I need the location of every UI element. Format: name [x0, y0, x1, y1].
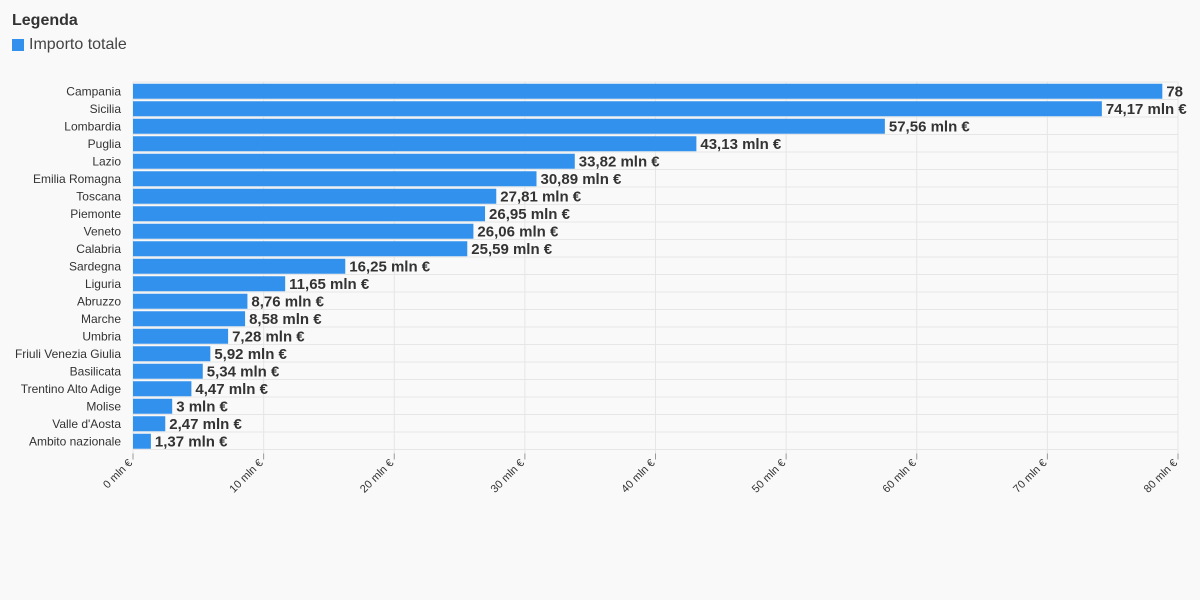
value-label: 43,13 mln € — [700, 136, 782, 153]
value-label: 11,65 mln € — [289, 276, 370, 293]
value-label: 16,25 mln € — [349, 258, 431, 275]
legend-item-label: Importo totale — [29, 36, 127, 53]
bar — [133, 118, 885, 134]
value-label: 8,58 mln € — [249, 311, 322, 328]
value-label: 1,37 mln € — [155, 433, 228, 450]
bar — [133, 276, 286, 292]
bar — [133, 136, 697, 152]
value-label: 3 mln € — [176, 398, 228, 415]
category-label: Piemonte — [70, 207, 121, 221]
bar — [133, 416, 166, 432]
category-label: Puglia — [88, 137, 122, 151]
value-label: 25,59 mln € — [471, 241, 553, 258]
value-label: 33,82 mln € — [579, 153, 661, 170]
bar — [133, 206, 486, 222]
bar — [133, 241, 468, 257]
category-label: Toscana — [76, 189, 121, 203]
bar — [133, 223, 474, 239]
category-label: Veneto — [84, 224, 122, 238]
tick-label: 0 mln € — [101, 457, 135, 491]
bar — [133, 83, 1163, 99]
value-label: 78 — [1166, 83, 1183, 100]
category-labels: Campania Sicilia Lombardia Puglia Lazio Emili… — [15, 84, 121, 448]
tick-label: 60 mln € — [881, 457, 919, 495]
bar — [133, 433, 151, 449]
category-label: Abruzzo — [77, 294, 121, 308]
value-label: 30,89 mln € — [541, 171, 623, 188]
value-label: 5,34 mln € — [207, 363, 280, 380]
tick-label: 70 mln € — [1011, 457, 1049, 495]
category-label: Lombardia — [64, 119, 121, 133]
value-label: 5,92 mln € — [214, 346, 287, 363]
legend-title: Legenda — [12, 12, 78, 29]
value-label: 26,06 mln € — [477, 223, 559, 240]
tick-label: 30 mln € — [489, 457, 527, 495]
category-label: Campania — [66, 84, 121, 98]
category-label: Emilia Romagna — [33, 172, 121, 186]
bar — [133, 363, 203, 379]
value-label: 2,47 mln € — [169, 416, 242, 433]
bar — [133, 311, 246, 327]
bar — [133, 258, 346, 274]
value-label: 27,81 mln € — [500, 188, 582, 205]
bar — [133, 293, 248, 309]
bars — [133, 83, 1163, 449]
legend-swatch — [12, 39, 24, 51]
category-label: Lazio — [92, 154, 121, 168]
category-label: Umbria — [82, 329, 121, 343]
value-label: 8,76 mln € — [251, 293, 324, 310]
tick-label: 40 mln € — [619, 457, 657, 495]
tick-label: 10 mln € — [227, 457, 265, 495]
tick-label: 20 mln € — [358, 457, 396, 495]
category-label: Valle d'Aosta — [52, 417, 121, 431]
category-label: Molise — [86, 399, 121, 413]
legend-item[interactable]: Importo totale — [12, 36, 127, 54]
value-label: 4,47 mln € — [195, 381, 268, 398]
category-label: Ambito nazionale — [29, 434, 121, 448]
bar — [133, 101, 1102, 117]
bar — [133, 346, 211, 362]
category-label: Sardegna — [69, 259, 121, 273]
category-label: Marche — [81, 312, 121, 326]
category-label: Sicilia — [90, 102, 122, 116]
bar — [133, 328, 229, 344]
tick-label: 80 mln € — [1142, 457, 1180, 495]
category-label: Liguria — [85, 277, 121, 291]
legend: Legenda Importo totale — [12, 12, 127, 54]
value-label: 74,17 mln € — [1106, 101, 1188, 118]
bar — [133, 188, 497, 204]
category-label: Basilicata — [70, 364, 122, 378]
tick-label: 50 mln € — [750, 457, 788, 495]
value-label: 7,28 mln € — [232, 328, 305, 345]
bar — [133, 381, 192, 397]
value-label: 26,95 mln € — [489, 206, 571, 223]
category-label: Trentino Alto Adige — [21, 382, 122, 396]
bar — [133, 171, 537, 187]
value-label: 57,56 mln € — [889, 118, 971, 135]
bar — [133, 153, 575, 169]
bar — [133, 398, 173, 414]
category-label: Friuli Venezia Giulia — [15, 347, 121, 361]
x-axis-ticks: 0 mln € 10 mln € 20 mln € 30 mln € 40 mln € 5… — [101, 453, 1180, 495]
category-label: Calabria — [76, 242, 121, 256]
